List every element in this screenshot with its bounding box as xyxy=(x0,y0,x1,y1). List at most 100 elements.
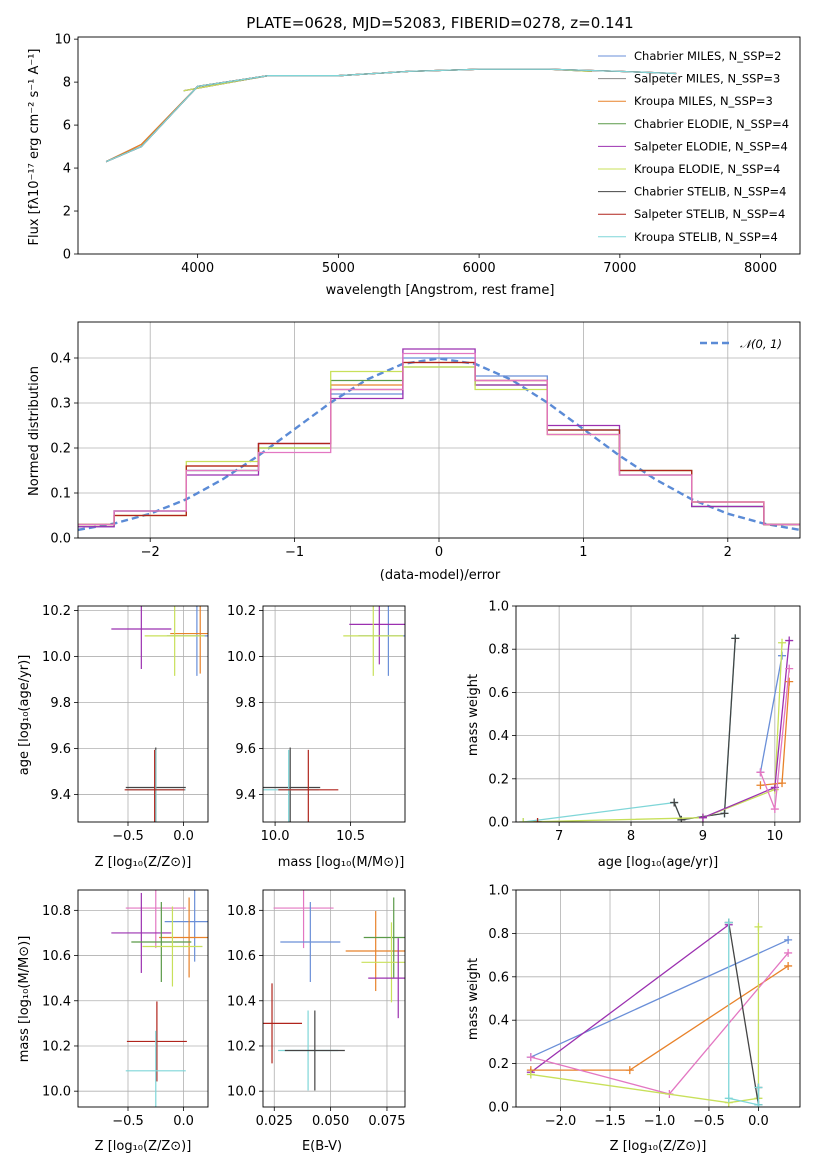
p0-series-6 xyxy=(105,68,677,163)
p4-s4-marker-2 xyxy=(785,636,794,645)
p4-xtick-label-1: 8 xyxy=(627,829,635,844)
p7-ytick-label-2: 0.4 xyxy=(488,1014,509,1029)
p1-xlabel: (data-model)/error xyxy=(380,568,501,583)
p4-ytick-label-0: 0.0 xyxy=(488,816,509,831)
p0-series-2 xyxy=(105,68,677,163)
p3-grid xyxy=(263,606,405,822)
p5-ylabel: mass [log₁₀(M/M⊙)] xyxy=(17,936,32,1063)
mass-weight-vs-metallicity-panel: −2.0 −1.5 −1.0 −0.5 0.0 0.0 0.2 0.4 0.6 0.8 1.0 xyxy=(488,884,801,1129)
p3-xtick-label-0: 10.0 xyxy=(261,829,290,844)
spectrum-panel: 4000 5000 6000 7000 8000 0 2 4 6 8 10 Chabrier MILE… xyxy=(54,33,801,276)
p1-ytick-label-4: 0.4 xyxy=(50,352,71,367)
p6-ytick-label-3: 10.6 xyxy=(227,949,256,964)
p4-xtick-label-2: 9 xyxy=(699,829,707,844)
p6-xtick-label-2: 0.075 xyxy=(368,1114,405,1129)
p2-series xyxy=(111,606,208,822)
p4-xtick-label-3: 10 xyxy=(767,829,784,844)
p7-xtick-label-3: −0.5 xyxy=(693,1114,725,1129)
p7-xlabel: Z [log₁₀(Z/Z⊙)] xyxy=(610,1139,707,1154)
p7-ylabel: mass weight xyxy=(466,958,481,1040)
p6-ytick-label-1: 10.2 xyxy=(227,1039,256,1054)
legend-label-8: Kroupa STELIB, N_SSP=4 xyxy=(634,230,778,244)
age-vs-metallicity-panel: −0.5 0.0 9.4 9.6 9.8 10.0 10.2 xyxy=(42,604,209,844)
p4-ytick-label-5: 1.0 xyxy=(488,600,509,615)
p0-series-8 xyxy=(105,68,677,163)
p3-xtick-label-1: 10.5 xyxy=(336,829,365,844)
p7-xtick-label-2: −1.0 xyxy=(644,1114,676,1129)
p6-grid xyxy=(263,890,405,1107)
p3-ytick-label-2: 9.8 xyxy=(235,696,256,711)
p1-series-4 xyxy=(78,348,800,528)
p5-ytick-label-0: 10.0 xyxy=(42,1085,71,1100)
p1-ytick-label-2: 0.2 xyxy=(50,442,71,457)
p4-s5-marker-2 xyxy=(785,677,794,686)
p4-s6-marker-0 xyxy=(756,768,765,777)
p5-grid xyxy=(78,890,208,1107)
p4-s7-marker-0 xyxy=(533,818,542,822)
p2-ytick-label-0: 9.4 xyxy=(50,788,71,803)
p1-series-3 xyxy=(78,366,800,526)
p0-series-1 xyxy=(105,68,677,163)
p7-s0-marker-1 xyxy=(784,935,793,944)
p0-legend: Chabrier MILES, N_SSP=2 Salpeter MILES, N… xyxy=(598,49,789,244)
p4-series-2 xyxy=(673,638,736,821)
p0-frame xyxy=(77,36,801,255)
p6-ytick-label-2: 10.4 xyxy=(227,994,256,1009)
p4-ylabel: mass weight xyxy=(466,674,481,756)
p2-frame xyxy=(77,605,209,823)
p1-series-0 xyxy=(78,357,800,532)
p4-grid xyxy=(516,605,800,823)
p2-grid xyxy=(78,606,208,822)
legend-label-0: Chabrier MILES, N_SSP=2 xyxy=(634,49,781,63)
residual-histogram-panel: −2 −1 0 1 2 0.0 0.1 0.2 0.3 0.4 𝒩(0, 1) xyxy=(50,321,801,560)
p0-xlabel: wavelength [Angstrom, rest frame] xyxy=(326,283,555,298)
p4-ytick-label-2: 0.4 xyxy=(488,729,509,744)
figure-title: PLATE=0628, MJD=52083, FIBERID=0278, z=0… xyxy=(246,14,633,32)
p1-legend: 𝒩(0, 1) xyxy=(700,337,782,351)
p6-xtick-label-0: 0.025 xyxy=(256,1114,293,1129)
p5-ytick-label-2: 10.4 xyxy=(42,994,71,1009)
p4-ytick-label-3: 0.6 xyxy=(488,686,509,701)
p2-ylabel: age [log₁₀(age/yr)] xyxy=(17,655,32,776)
p1-ytick-label-3: 0.3 xyxy=(50,397,71,412)
p1-xtick-label-4: 2 xyxy=(724,545,732,560)
p4-s3-marker-0 xyxy=(519,818,528,822)
normal-legend-label: 𝒩(0, 1) xyxy=(740,337,782,351)
p1-xtick-label-3: 1 xyxy=(579,545,587,560)
p7-series-5 xyxy=(728,922,760,1105)
legend-label-3: Chabrier ELODIE, N_SSP=4 xyxy=(634,117,789,131)
p7-s4-marker-0 xyxy=(526,1070,535,1079)
p7-frame xyxy=(515,889,801,1108)
p6-xlabel: E(B-V) xyxy=(302,1139,342,1154)
p4-s5-marker-0 xyxy=(756,781,765,790)
p3-ytick-label-3: 10.0 xyxy=(227,650,256,665)
p7-s3-marker-2 xyxy=(784,948,793,957)
legend-label-7: Salpeter STELIB, N_SSP=4 xyxy=(634,207,785,221)
mass-weight-vs-age-panel: 7 8 9 10 0.0 0.2 0.4 0.6 0.8 1.0 xyxy=(488,600,801,844)
p6-ytick-label-0: 10.0 xyxy=(227,1085,256,1100)
p3-ytick-label-0: 9.4 xyxy=(235,788,256,803)
p1-ylabel: Normed distribution xyxy=(27,366,42,496)
p7-s2-marker-1 xyxy=(625,1066,634,1075)
p3-xlabel: mass [log₁₀(M/M⊙)] xyxy=(278,855,405,870)
p7-ytick-label-0: 0.0 xyxy=(488,1101,509,1116)
p3-series xyxy=(263,606,405,822)
p4-series-3 xyxy=(523,642,783,822)
p7-ytick-label-3: 0.6 xyxy=(488,970,509,985)
p1-series-5 xyxy=(78,366,800,526)
p7-s6-marker-0 xyxy=(724,918,733,927)
p0-xtick-label-4: 8000 xyxy=(744,261,777,276)
legend-label-4: Salpeter ELODIE, N_SSP=4 xyxy=(634,139,788,153)
p2-ytick-label-4: 10.2 xyxy=(42,604,71,619)
p1-xtick-label-2: 0 xyxy=(435,545,443,560)
p4-frame xyxy=(515,605,801,823)
p7-series xyxy=(526,918,793,1107)
age-vs-mass-panel: 10.0 10.5 9.4 9.6 9.8 10.0 10.2 xyxy=(227,604,406,844)
p7-s4-marker-3 xyxy=(754,922,763,931)
legend-label-2: Kroupa MILES, N_SSP=3 xyxy=(634,94,773,108)
p7-s2-marker-2 xyxy=(784,961,793,970)
p4-ytick-label-4: 0.8 xyxy=(488,643,509,658)
p0-ytick-label-1: 2 xyxy=(63,205,71,220)
p2-xtick-label-0: −0.5 xyxy=(112,829,144,844)
